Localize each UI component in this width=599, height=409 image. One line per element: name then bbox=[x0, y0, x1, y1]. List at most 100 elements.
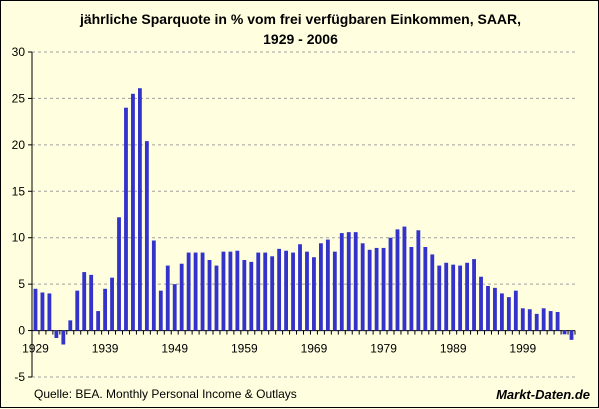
bar-1955 bbox=[214, 265, 219, 331]
bar-1989 bbox=[451, 264, 456, 331]
bar-1984 bbox=[416, 230, 421, 331]
x-tick-label: 1999 bbox=[509, 342, 536, 356]
bar-1957 bbox=[228, 251, 233, 331]
bar-1992 bbox=[472, 259, 476, 331]
bar-1999 bbox=[520, 308, 525, 331]
x-tick-label: 1969 bbox=[301, 342, 328, 356]
bar-1963 bbox=[270, 256, 275, 331]
bar-1959 bbox=[242, 260, 247, 331]
bar-1962 bbox=[263, 252, 268, 331]
bar-2005 bbox=[562, 330, 567, 335]
bar-1973 bbox=[339, 233, 344, 331]
bar-2003 bbox=[548, 311, 553, 331]
y-tick-label: 15 bbox=[12, 184, 26, 198]
chart-title: jährliche Sparquote in % vom frei verfüg… bbox=[1, 9, 599, 49]
x-tick-label: 1939 bbox=[92, 342, 119, 356]
bar-2004 bbox=[555, 312, 560, 331]
y-tick-label: 30 bbox=[12, 45, 26, 59]
bar-1929 bbox=[33, 288, 38, 331]
bar-1988 bbox=[444, 262, 449, 331]
bar-1972 bbox=[332, 251, 337, 331]
bar-1978 bbox=[374, 247, 379, 331]
bar-1942 bbox=[124, 107, 128, 331]
bar-1930 bbox=[40, 292, 45, 331]
bar-1951 bbox=[186, 252, 191, 331]
bar-1939 bbox=[103, 288, 108, 331]
bar-1993 bbox=[479, 276, 483, 331]
bar-2000 bbox=[527, 309, 532, 331]
bar-1961 bbox=[256, 252, 261, 331]
x-tick-label: 1989 bbox=[440, 342, 467, 356]
bar-1967 bbox=[298, 244, 302, 331]
bar-1958 bbox=[235, 250, 240, 331]
bar-1947 bbox=[158, 290, 163, 331]
bar-1998 bbox=[513, 290, 518, 331]
bar-1965 bbox=[284, 250, 289, 331]
y-tick-label: 5 bbox=[18, 277, 25, 291]
bar-1980 bbox=[388, 237, 393, 331]
bar-1981 bbox=[395, 229, 400, 331]
bar-1952 bbox=[193, 252, 198, 331]
y-tick-label: 0 bbox=[18, 324, 25, 338]
bar-1966 bbox=[291, 252, 295, 331]
bar-1960 bbox=[249, 261, 254, 331]
bar-1953 bbox=[200, 252, 205, 331]
y-tick-label: 10 bbox=[12, 231, 26, 245]
bar-1934 bbox=[68, 320, 73, 331]
bar-1983 bbox=[409, 247, 414, 331]
source-note: Quelle: BEA. Monthly Personal Income & O… bbox=[34, 387, 297, 401]
y-tick-label: -5 bbox=[14, 370, 25, 384]
bar-1935 bbox=[75, 290, 80, 331]
bar-1977 bbox=[367, 249, 372, 331]
bar-1940 bbox=[110, 277, 114, 331]
bar-2001 bbox=[534, 313, 539, 331]
bar-1976 bbox=[360, 243, 365, 331]
bar-1994 bbox=[486, 286, 490, 331]
bar-1991 bbox=[465, 262, 470, 331]
bar-1986 bbox=[430, 254, 435, 331]
brand-label: Markt-Daten.de bbox=[496, 387, 590, 402]
x-tick-label: 1979 bbox=[370, 342, 397, 356]
x-tick-label: 1949 bbox=[161, 342, 188, 356]
bar-1936 bbox=[82, 272, 87, 331]
bar-1995 bbox=[493, 287, 497, 331]
bar-1982 bbox=[402, 226, 407, 331]
bar-1968 bbox=[305, 251, 309, 331]
bar-1974 bbox=[346, 232, 351, 331]
bar-1938 bbox=[96, 311, 101, 331]
bar-1956 bbox=[221, 251, 226, 331]
gridlines bbox=[32, 51, 575, 378]
axes bbox=[28, 51, 576, 378]
bar-1979 bbox=[381, 247, 386, 331]
bar-1931 bbox=[47, 293, 52, 331]
y-tick-labels: -5 0 5 10 15 20 25 30 bbox=[12, 45, 26, 384]
bar-1954 bbox=[207, 260, 212, 331]
bar-1970 bbox=[318, 243, 323, 331]
bar-1985 bbox=[423, 247, 428, 331]
x-tick-label: 1929 bbox=[22, 342, 49, 356]
chart-title-line2: 1929 - 2006 bbox=[263, 31, 338, 47]
bar-1948 bbox=[165, 265, 170, 331]
x-tick-label: 1959 bbox=[231, 342, 258, 356]
bar-1975 bbox=[353, 232, 358, 331]
bar-1971 bbox=[325, 239, 330, 331]
bar-1949 bbox=[172, 284, 177, 331]
bar-1943 bbox=[131, 93, 135, 331]
bars bbox=[33, 88, 574, 345]
bar-1933 bbox=[61, 330, 66, 345]
bar-1964 bbox=[277, 248, 282, 331]
bar-2006 bbox=[569, 330, 574, 340]
bar-1990 bbox=[458, 265, 463, 331]
y-tick-label: 25 bbox=[12, 91, 26, 105]
bar-1937 bbox=[89, 274, 94, 331]
bar-1945 bbox=[144, 141, 149, 331]
bar-1944 bbox=[137, 88, 142, 331]
bar-1997 bbox=[506, 297, 511, 331]
bar-1950 bbox=[179, 263, 184, 331]
bar-2002 bbox=[541, 308, 546, 331]
y-tick-label: 20 bbox=[12, 138, 26, 152]
bar-1996 bbox=[499, 293, 504, 331]
x-tick-labels: 1929 1939 1949 1959 1969 1979 1989 1999 bbox=[22, 342, 536, 356]
